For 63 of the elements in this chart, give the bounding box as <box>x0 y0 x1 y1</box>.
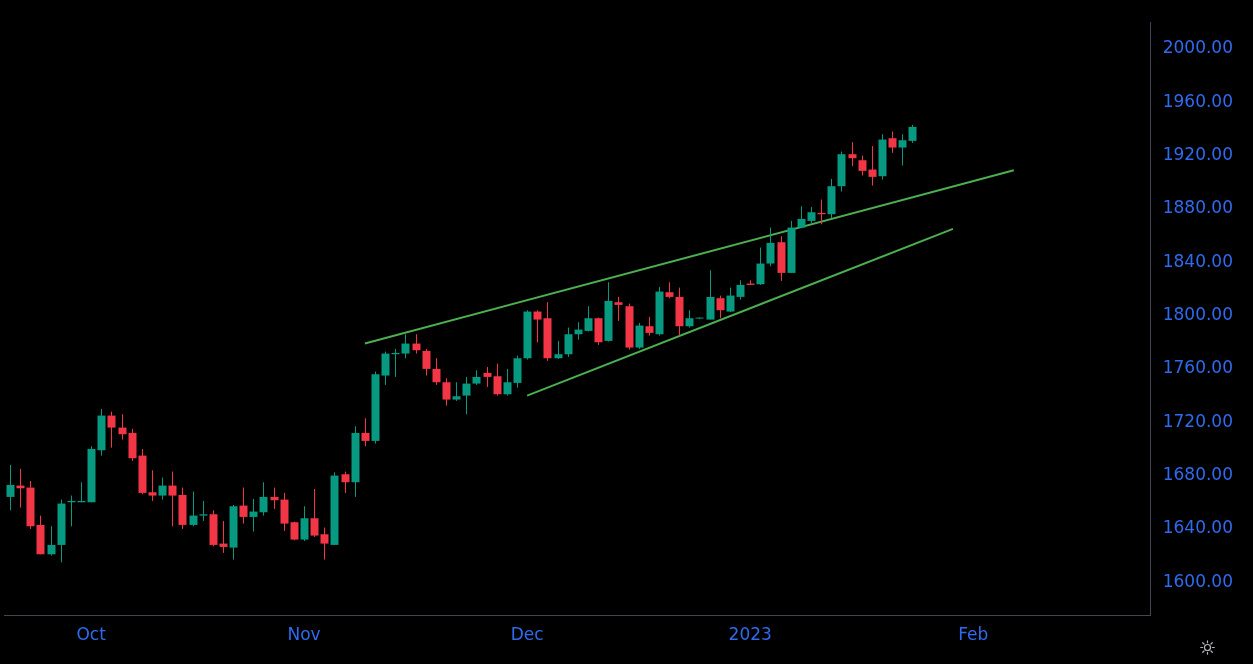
candlestick <box>756 247 765 286</box>
x-tick-label: Oct <box>76 624 107 645</box>
candlestick <box>239 487 248 525</box>
y-tick-label: 2000.00 <box>1162 37 1234 58</box>
y-tick-label: 1760.00 <box>1162 357 1234 378</box>
candlestick <box>401 333 410 359</box>
candlestick <box>107 411 116 449</box>
x-tick-label: Dec <box>510 624 544 645</box>
y-tick-label: 1800.00 <box>1162 303 1234 324</box>
candlestick <box>259 481 268 517</box>
candlestick <box>462 376 471 415</box>
candlestick <box>766 227 775 267</box>
candlestick <box>432 357 441 386</box>
y-tick-label: 1720.00 <box>1162 410 1234 431</box>
x-tick-label: 2023 <box>728 624 772 645</box>
candlestick <box>554 340 563 360</box>
candlestick <box>564 327 573 358</box>
candlestick <box>47 525 56 557</box>
candlestick <box>158 477 167 501</box>
candlestick <box>199 500 208 522</box>
y-tick-label: 1880.00 <box>1162 197 1234 218</box>
y-tick-label: 1600.00 <box>1162 570 1234 591</box>
candlestick <box>361 417 370 447</box>
candlestick <box>848 141 857 167</box>
candlestick <box>858 155 867 177</box>
candlestick <box>168 471 177 527</box>
candlestick <box>868 145 877 187</box>
candlestick <box>888 131 897 154</box>
candlestick <box>493 363 502 397</box>
candlestick <box>716 295 725 319</box>
candlestick <box>118 413 127 441</box>
candlestick <box>249 498 258 533</box>
y-tick-label: 1920.00 <box>1162 143 1234 164</box>
y-tick-label: 1840.00 <box>1162 250 1234 271</box>
candlestick <box>412 333 421 355</box>
candlestick <box>503 368 512 397</box>
candlestick <box>736 279 745 301</box>
y-tick-label: 1680.00 <box>1162 464 1234 485</box>
candlestick <box>310 488 319 538</box>
candlestick <box>726 287 735 313</box>
y-tick-label: 1640.00 <box>1162 517 1234 538</box>
x-tick-label: Nov <box>287 624 321 645</box>
candlestick <box>635 322 644 350</box>
candlestick <box>189 491 198 527</box>
candlestick <box>6 464 15 511</box>
candlestick <box>148 469 157 502</box>
candlestick <box>300 505 309 542</box>
candlestick <box>645 316 654 337</box>
candlestick <box>442 377 451 407</box>
candlestick <box>706 269 715 321</box>
candlestick <box>320 527 329 561</box>
x-tick-label: Feb <box>958 624 989 645</box>
candlestick <box>614 296 623 322</box>
y-tick-label: 1960.00 <box>1162 90 1234 111</box>
candlestick <box>584 305 593 333</box>
candlestick <box>908 124 917 144</box>
candlestick <box>381 351 390 386</box>
candlestick <box>341 471 350 494</box>
candlestick <box>452 381 461 402</box>
candlestick <box>898 133 907 167</box>
candlestick <box>422 348 431 377</box>
candlestick <box>483 366 492 388</box>
candlestick <box>533 309 542 343</box>
